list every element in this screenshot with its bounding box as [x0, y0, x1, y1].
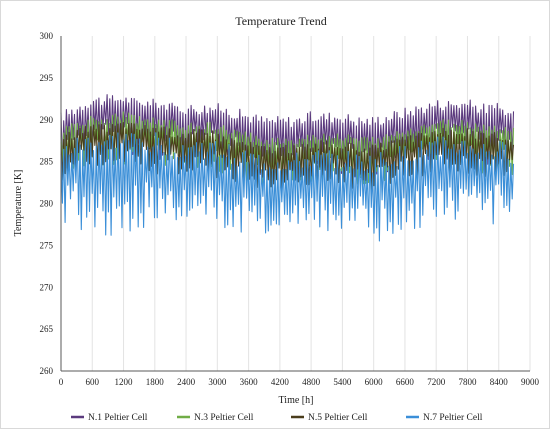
- x-tick-label: 8400: [490, 377, 509, 387]
- x-tick-label: 6600: [396, 377, 415, 387]
- tick-labels: 0 600 1200 1800 2400 3000 3600 4200 4800 5400 6000…: [40, 31, 540, 387]
- legend-label: N.1 Peltier Cell: [88, 413, 148, 423]
- y-axis-label: Temperature [K]: [13, 170, 24, 237]
- legend-label: N.5 Peltier Cell: [308, 413, 368, 423]
- y-tick-label: 275: [40, 240, 54, 250]
- y-tick-label: 280: [40, 199, 54, 209]
- x-tick-label: 4800: [302, 377, 321, 387]
- legend-item: N.3 Peltier Cell: [177, 413, 254, 423]
- series-line: [60, 132, 515, 242]
- axes: [60, 36, 530, 372]
- legend-label: N.7 Peltier Cell: [423, 413, 483, 423]
- y-tick-label: 285: [40, 157, 54, 167]
- legend-item: N.5 Peltier Cell: [291, 413, 368, 423]
- y-tick-label: 270: [40, 282, 54, 292]
- legend-item: N.7 Peltier Cell: [406, 413, 483, 423]
- legend-label: N.3 Peltier Cell: [194, 413, 254, 423]
- x-tick-label: 6000: [365, 377, 384, 387]
- x-tick-label: 3600: [240, 377, 259, 387]
- series-1: [60, 94, 515, 179]
- series-layer: [60, 94, 515, 242]
- x-axis-label: Time [h]: [279, 395, 314, 406]
- x-tick-label: 3000: [208, 377, 227, 387]
- x-tick-label: 600: [86, 377, 100, 387]
- y-tick-label: 300: [40, 31, 54, 41]
- x-tick-label: 4200: [271, 377, 290, 387]
- chart-title: Temperature Trend: [235, 14, 326, 28]
- series-line: [60, 94, 515, 179]
- x-tick-label: 5400: [333, 377, 352, 387]
- legend-item: N.1 Peltier Cell: [71, 413, 148, 423]
- x-tick-label: 1800: [146, 377, 165, 387]
- y-tick-label: 295: [40, 73, 54, 83]
- x-tick-label: 7200: [427, 377, 446, 387]
- series-4: [60, 132, 515, 242]
- legend: N.1 Peltier Cell N.3 Peltier Cell N.5 Pelt…: [71, 413, 483, 423]
- x-tick-label: 1200: [115, 377, 134, 387]
- x-tick-label: 0: [59, 377, 64, 387]
- y-tick-label: 290: [40, 115, 54, 125]
- x-tick-label: 9000: [521, 377, 540, 387]
- x-tick-label: 2400: [177, 377, 196, 387]
- y-tick-label: 265: [40, 324, 54, 334]
- y-tick-label: 260: [40, 366, 54, 376]
- x-tick-label: 7800: [458, 377, 477, 387]
